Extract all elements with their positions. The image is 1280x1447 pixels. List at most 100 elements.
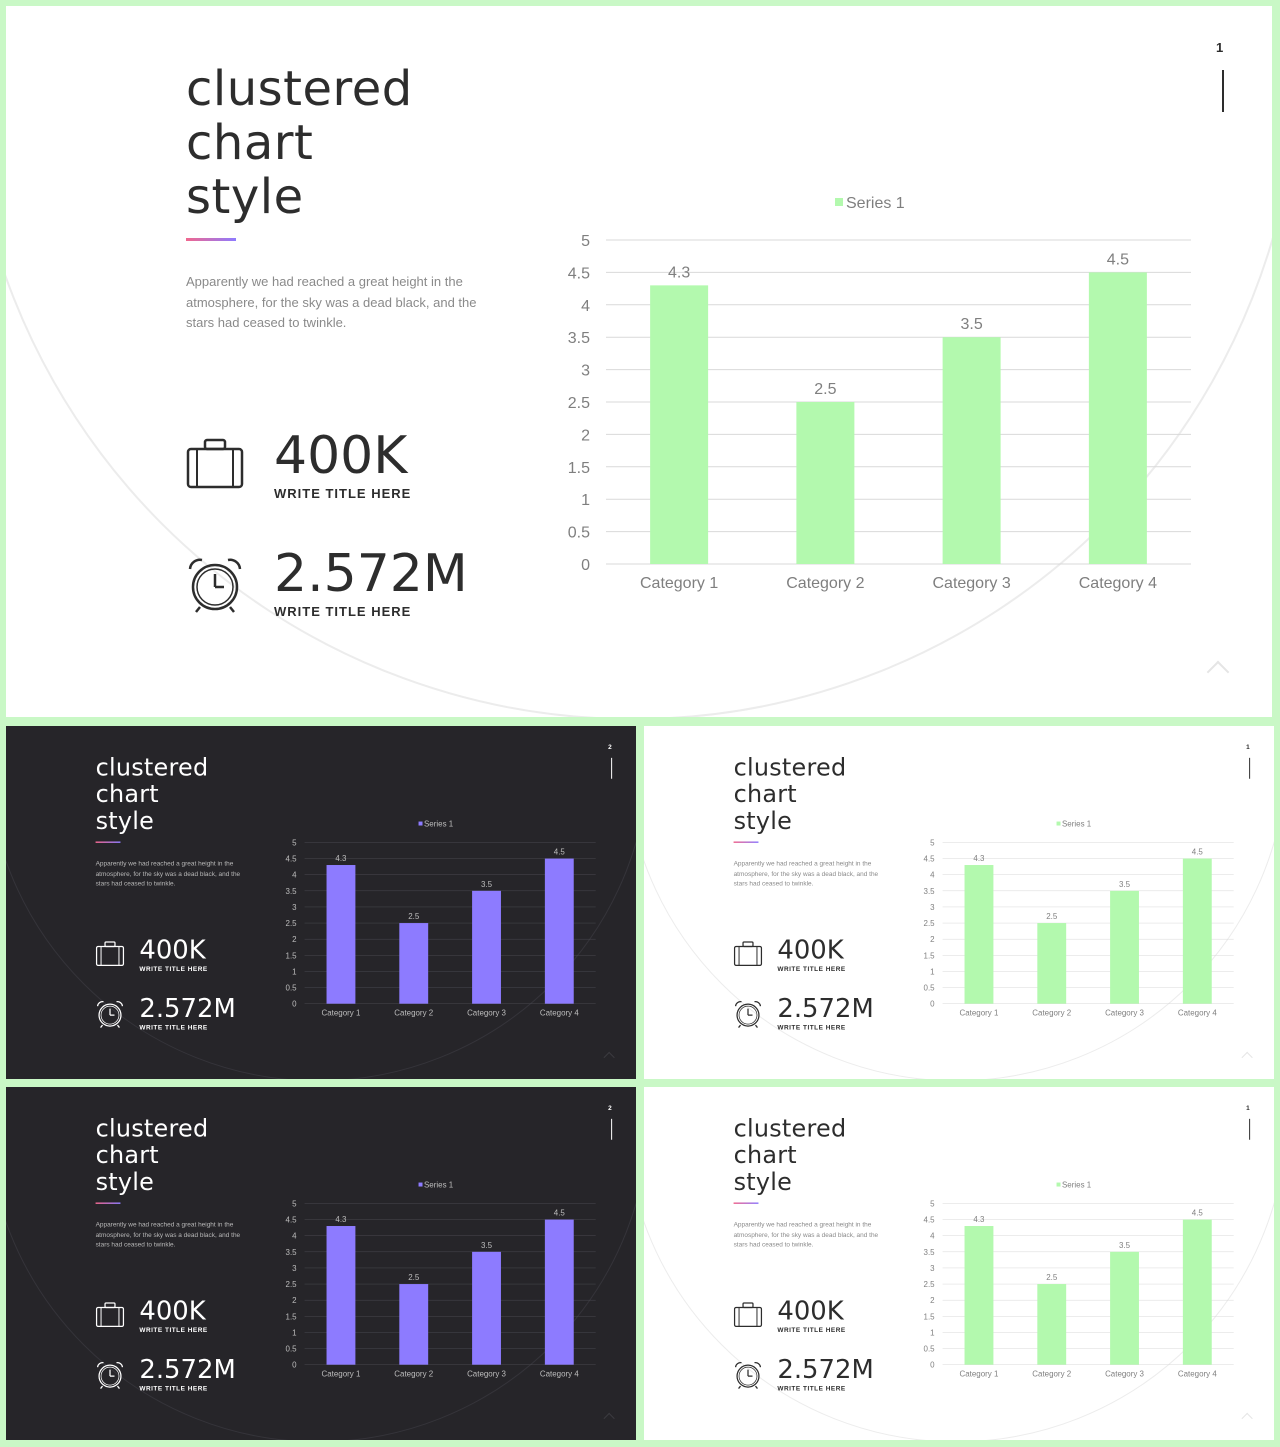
data-label: 3.5 xyxy=(1119,880,1131,889)
stat-value: 2.572M xyxy=(777,1354,874,1385)
x-tick-label: Category 4 xyxy=(1178,1009,1217,1018)
y-tick-label: 5 xyxy=(930,838,935,847)
bar xyxy=(399,1284,429,1365)
stat-label: WRITE TITLE HERE xyxy=(139,964,208,973)
y-tick-label: 1 xyxy=(292,967,297,976)
title-underline xyxy=(733,841,759,843)
stat-label: WRITE TITLE HERE xyxy=(274,486,412,501)
y-tick-label: 5 xyxy=(581,233,590,250)
y-tick-label: 1 xyxy=(292,1328,297,1337)
slide-title: clustered chart style xyxy=(95,1114,209,1196)
data-label: 4.5 xyxy=(1192,1209,1204,1218)
slide-title: clustered chart style xyxy=(733,753,847,835)
x-tick-label: Category 4 xyxy=(540,1370,579,1379)
data-label: 4.3 xyxy=(335,1215,347,1224)
bar xyxy=(964,865,994,1004)
bar xyxy=(650,285,709,564)
y-tick-label: 3.5 xyxy=(924,887,936,896)
y-tick-label: 5 xyxy=(292,838,297,847)
y-tick-label: 5 xyxy=(930,1199,935,1208)
data-label: 3.5 xyxy=(1119,1241,1131,1250)
y-tick-label: 3.5 xyxy=(924,1248,936,1257)
y-tick-label: 3 xyxy=(292,903,297,912)
x-tick-label: Category 2 xyxy=(786,575,864,592)
slide-description: Apparently we had reached a great height… xyxy=(95,859,241,888)
alarm-clock-icon xyxy=(734,1361,763,1390)
x-tick-label: Category 1 xyxy=(960,1370,999,1379)
page-indicator-bar xyxy=(1222,70,1224,112)
data-label: 2.5 xyxy=(408,1273,420,1282)
y-tick-label: 4.5 xyxy=(924,1216,936,1225)
bar xyxy=(1037,923,1067,1004)
stat-label: WRITE TITLE HERE xyxy=(777,1325,846,1334)
stat-label: WRITE TITLE HERE xyxy=(777,1023,846,1032)
bar-chart: Series 1 0 0.5 1 1.5 2 2.5 3 3.5 4 4.5 5 4.3 Category… xyxy=(286,1181,596,1379)
data-label: 4.3 xyxy=(335,854,347,863)
slide-1[interactable]: clustered chart style Apparently we had … xyxy=(6,6,1272,717)
stat-label: WRITE TITLE HERE xyxy=(139,1325,208,1334)
y-tick-label: 1.5 xyxy=(568,460,590,477)
legend-label: Series 1 xyxy=(424,1181,454,1190)
briefcase-icon xyxy=(186,438,244,496)
stat-value: 2.572M xyxy=(274,544,468,604)
y-tick-label: 1 xyxy=(930,967,935,976)
y-tick-label: 4 xyxy=(581,298,590,315)
stat-value: 2.572M xyxy=(139,993,236,1024)
data-label: 4.5 xyxy=(1192,848,1204,857)
slide-2[interactable]: clustered chart style Apparently we had … xyxy=(6,726,636,1079)
data-label: 4.3 xyxy=(973,1215,985,1224)
chevron-up-icon[interactable] xyxy=(603,1412,615,1425)
title-underline xyxy=(95,1202,121,1204)
slide-title: clustered chart style xyxy=(95,753,209,835)
slide-3[interactable]: clustered chart style Apparently we had … xyxy=(644,726,1274,1079)
y-tick-label: 4 xyxy=(292,871,297,880)
slide-4[interactable]: clustered chart style Apparently we had … xyxy=(6,1087,636,1440)
legend-swatch xyxy=(1056,821,1061,826)
bar xyxy=(326,1226,356,1365)
x-tick-label: Category 1 xyxy=(322,1009,361,1018)
stat-value: 400K xyxy=(274,426,408,486)
y-tick-label: 5 xyxy=(292,1199,297,1208)
alarm-clock-icon xyxy=(96,1361,125,1390)
stat-label: WRITE TITLE HERE xyxy=(777,964,846,973)
y-tick-label: 1.5 xyxy=(286,951,298,960)
title-underline xyxy=(186,238,236,241)
page-indicator-bar xyxy=(611,757,613,779)
y-tick-label: 2 xyxy=(581,427,590,444)
y-tick-label: 1 xyxy=(930,1328,935,1337)
y-tick-label: 3.5 xyxy=(568,330,590,347)
chevron-up-icon[interactable] xyxy=(1206,660,1230,684)
y-tick-label: 0 xyxy=(292,1361,297,1370)
x-tick-label: Category 1 xyxy=(640,575,718,592)
alarm-clock-icon xyxy=(96,1000,125,1029)
slide-description: Apparently we had reached a great height… xyxy=(733,859,879,888)
y-tick-label: 0 xyxy=(292,1000,297,1009)
alarm-clock-icon xyxy=(734,1000,763,1029)
bar xyxy=(326,865,356,1004)
y-tick-label: 0 xyxy=(581,557,590,574)
page-indicator-bar xyxy=(1249,1118,1251,1140)
x-tick-label: Category 3 xyxy=(932,575,1010,592)
y-tick-label: 1.5 xyxy=(924,1312,936,1321)
page-number: 1 xyxy=(1246,742,1250,751)
y-tick-label: 2 xyxy=(930,935,935,944)
y-tick-label: 0 xyxy=(930,1361,935,1370)
x-tick-label: Category 2 xyxy=(394,1370,433,1379)
bar-chart: Series 1 0 0.5 1 1.5 2 2.5 3 3.5 4 4.5 5 4.3 Category… xyxy=(924,820,1234,1018)
data-label: 2.5 xyxy=(408,912,420,921)
legend-swatch xyxy=(1056,1182,1061,1187)
chevron-up-icon[interactable] xyxy=(1241,1051,1253,1064)
data-label: 4.3 xyxy=(668,264,690,281)
y-tick-label: 4.5 xyxy=(568,265,590,282)
y-tick-label: 2 xyxy=(930,1296,935,1305)
x-tick-label: Category 4 xyxy=(1178,1370,1217,1379)
chevron-up-icon[interactable] xyxy=(1241,1412,1253,1425)
legend-label: Series 1 xyxy=(1062,1181,1092,1190)
slide-5[interactable]: clustered chart style Apparently we had … xyxy=(644,1087,1274,1440)
bar xyxy=(399,923,429,1004)
page-indicator-bar xyxy=(1249,757,1251,779)
bar xyxy=(472,890,501,1004)
bar xyxy=(1110,1251,1139,1365)
x-tick-label: Category 3 xyxy=(1105,1009,1144,1018)
chevron-up-icon[interactable] xyxy=(603,1051,615,1064)
